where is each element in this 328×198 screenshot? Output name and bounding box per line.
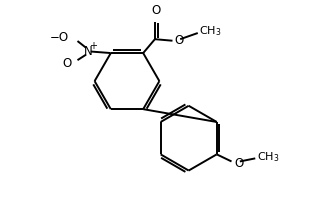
- Text: O: O: [174, 34, 184, 47]
- Text: O: O: [234, 157, 244, 170]
- Text: CH$_3$: CH$_3$: [199, 24, 222, 38]
- Text: +: +: [89, 41, 97, 51]
- Text: CH$_3$: CH$_3$: [257, 150, 279, 164]
- Text: O: O: [62, 57, 71, 70]
- Text: −O: −O: [50, 31, 69, 44]
- Text: O: O: [152, 4, 161, 17]
- Text: N: N: [84, 45, 93, 58]
